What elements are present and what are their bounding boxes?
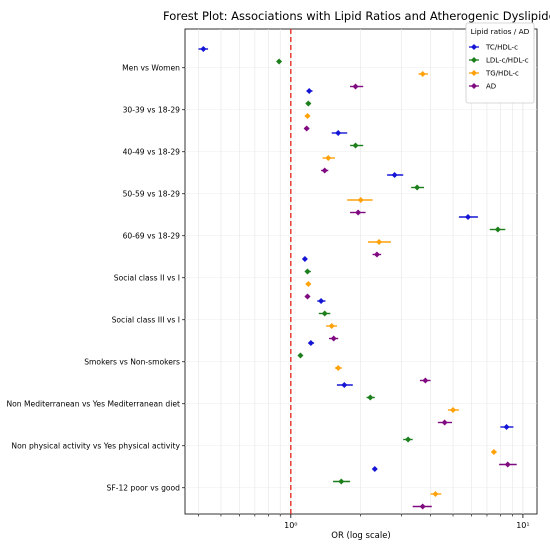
legend-label-ad: AD: [486, 83, 496, 91]
point-estimate-ad: [355, 209, 362, 216]
point-estimate-tg-hdl-c: [450, 407, 457, 413]
point-estimate-ldl-c-hdl-c: [304, 268, 311, 275]
point-estimate-tc-hdl-c: [503, 424, 510, 430]
y-tick-labels: Men vs Women 30-39 vs 18-29 40-49 vs 18-29…: [6, 63, 185, 492]
plot-area: [184, 28, 538, 515]
point-estimate-tc-hdl-c: [335, 130, 342, 136]
point-estimate-ldl-c-hdl-c: [352, 142, 359, 149]
chart-title: Forest Plot: Associations with Lipid Rat…: [163, 9, 550, 23]
x-tick-label: 10⁰: [284, 521, 297, 530]
point-estimate-ad: [304, 293, 311, 300]
x-axis-label: OR (log scale): [331, 531, 391, 541]
point-estimate-ldl-c-hdl-c: [414, 184, 421, 191]
y-tick-label: Social class II vs I: [114, 273, 180, 282]
y-tick-label: Social class III vs I: [112, 315, 180, 324]
point-estimate-ldl-c-hdl-c: [305, 100, 312, 107]
x-tick-labels: 10⁰ 10¹: [198, 514, 530, 530]
x-tick-label: 10¹: [516, 521, 529, 530]
point-estimate-tc-hdl-c: [391, 172, 398, 178]
point-estimate-tg-hdl-c: [328, 323, 335, 329]
point-estimate-tc-hdl-c: [200, 46, 207, 52]
legend-marker-tc-hdl-c: [471, 44, 477, 50]
point-estimate-ad: [352, 83, 359, 90]
point-estimate-tg-hdl-c: [432, 491, 439, 497]
point-estimate-tc-hdl-c: [371, 466, 378, 472]
point-estimate-tc-hdl-c: [307, 340, 314, 346]
legend: Lipid ratios / AD TC/HDL-c LDL-c/HDL-c TG/…: [465, 22, 535, 104]
point-estimate-tc-hdl-c: [341, 382, 348, 388]
y-tick-label: 30-39 vs 18-29: [123, 105, 181, 114]
point-estimate-ldl-c-hdl-c: [338, 478, 345, 485]
point-estimate-ldl-c-hdl-c: [297, 352, 304, 359]
legend-items: TC/HDL-c LDL-c/HDL-c TG/HDL-c AD: [469, 44, 529, 91]
point-estimate-ad: [303, 125, 310, 132]
point-estimate-ad: [321, 167, 328, 174]
y-tick-label: SF-12 poor vs good: [107, 483, 181, 492]
point-estimate-ad: [422, 377, 429, 384]
point-estimate-tc-hdl-c: [301, 256, 308, 262]
y-tick-label: Smokers vs Non-smokers: [84, 357, 180, 366]
data-marks: [198, 46, 517, 510]
point-estimate-tg-hdl-c: [304, 113, 311, 119]
y-tick-label: Non physical activity vs Yes physical ac…: [11, 441, 180, 450]
point-estimate-tc-hdl-c: [465, 214, 472, 220]
point-estimate-tc-hdl-c: [306, 88, 313, 94]
point-estimate-tg-hdl-c: [357, 197, 364, 203]
legend-title: Lipid ratios / AD: [471, 27, 530, 36]
y-tick-label: Non Mediterranean vs Yes Mediterranean d…: [6, 399, 180, 408]
legend-marker-ldl-c-hdl-c: [471, 57, 477, 63]
point-estimate-tg-hdl-c: [305, 281, 312, 287]
legend-frame: [465, 22, 535, 104]
point-estimate-ldl-c-hdl-c: [494, 226, 501, 233]
point-estimate-tg-hdl-c: [325, 155, 332, 161]
y-tick-label: 60-69 vs 18-29: [123, 231, 181, 240]
point-estimate-tc-hdl-c: [318, 298, 325, 304]
point-estimate-ad: [373, 251, 380, 258]
point-estimate-tg-hdl-c: [490, 449, 497, 455]
legend-label-ldl-c-hdl-c: LDL-c/HDL-c: [486, 57, 529, 65]
point-estimate-tg-hdl-c: [335, 365, 342, 371]
point-estimate-ldl-c-hdl-c: [367, 394, 374, 401]
grid-lines: [185, 29, 537, 514]
legend-label-tg-hdl-c: TG/HDL-c: [485, 70, 519, 78]
legend-marker-tg-hdl-c: [471, 70, 477, 76]
y-tick-label: 40-49 vs 18-29: [123, 147, 181, 156]
legend-label-tc-hdl-c: TC/HDL-c: [485, 44, 518, 52]
y-tick-label: 50-59 vs 18-29: [123, 189, 181, 198]
point-estimate-ad: [504, 461, 511, 468]
legend-marker-ad: [471, 83, 477, 89]
point-estimate-ldl-c-hdl-c: [276, 58, 283, 65]
point-estimate-ad: [330, 335, 337, 342]
point-estimate-tg-hdl-c: [376, 239, 383, 245]
point-estimate-ldl-c-hdl-c: [321, 310, 328, 317]
point-estimate-ldl-c-hdl-c: [405, 436, 412, 443]
point-estimate-ad: [441, 419, 448, 426]
point-estimate-tg-hdl-c: [419, 71, 426, 77]
point-estimate-ad: [419, 503, 426, 510]
y-tick-label: Men vs Women: [122, 63, 180, 72]
